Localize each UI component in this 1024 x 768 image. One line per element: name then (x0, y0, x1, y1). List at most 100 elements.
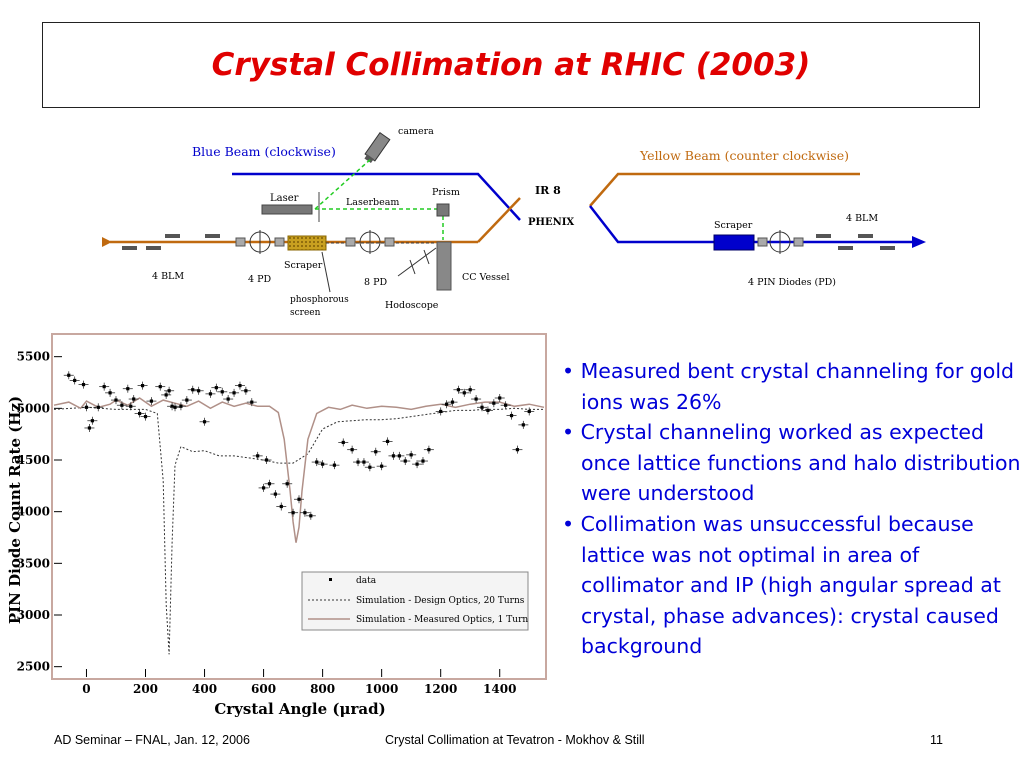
data-point (211, 383, 222, 392)
x-tick-label: 1400 (483, 682, 516, 696)
data-point (453, 385, 464, 394)
data-point (175, 402, 186, 411)
blm-right-group (816, 234, 895, 250)
x-tick-label: 800 (310, 682, 335, 696)
legend-design-label: Simulation - Design Optics, 20 Turns (356, 596, 525, 606)
data-point (500, 401, 511, 410)
bullet-3: • Collimation was unsuccessful because l… (562, 511, 1001, 659)
page-title: Crystal Collimation at RHIC (2003) (211, 47, 811, 83)
legend-data-marker (329, 578, 332, 581)
yellow-beam-label: Yellow Beam (counter clockwise) (639, 148, 849, 163)
data-point (282, 479, 293, 488)
data-point (81, 403, 92, 412)
data-point (370, 447, 381, 456)
footer-left: AD Seminar – FNAL, Jan. 12, 2006 (54, 733, 250, 747)
scraper-left-label: Scraper (284, 260, 323, 271)
data-point (518, 420, 529, 429)
data-point (338, 438, 349, 447)
bullet-list: • Measured bent crystal channeling for g… (562, 356, 1022, 662)
data-point (465, 385, 476, 394)
pd-8-icon (345, 230, 395, 254)
footer-page-number: 11 (930, 733, 943, 747)
channeling-chart: 2500 3000 3500 4000 4500 5000 5500 0 200 400 600 8… (6, 333, 547, 718)
x-tick-label: 1000 (365, 682, 398, 696)
data-point (512, 445, 523, 454)
data-point (187, 385, 198, 394)
data-point (146, 397, 157, 406)
y-tick-label: 5500 (17, 350, 50, 364)
y-tick-label: 5000 (17, 401, 50, 415)
data-point (435, 407, 446, 416)
blue-beam-arrow (912, 236, 926, 248)
phosphorous-pointer (321, 251, 331, 293)
footer-center: Crystal Collimation at Tevatron - Mokhov… (385, 733, 645, 747)
laserbeam-to-camera (314, 157, 373, 210)
data-point (229, 388, 240, 397)
bullet-2: • Crystal channeling worked as expected … (562, 420, 1021, 506)
legend-data-label: data (356, 576, 377, 586)
y-tick-label: 4500 (17, 453, 50, 467)
pd-left-icon (235, 230, 285, 254)
data-point (252, 451, 263, 460)
hodoscope-icon (397, 247, 437, 277)
data-point (488, 399, 499, 408)
y-tick-label: 3000 (17, 608, 50, 622)
data-point (240, 386, 251, 395)
data-point (294, 495, 304, 504)
data-point (69, 376, 80, 385)
data-point (181, 396, 192, 405)
data-point (276, 502, 287, 511)
prism-box (436, 203, 450, 217)
data-point (288, 508, 299, 517)
data-point (382, 437, 393, 446)
data-point (311, 458, 322, 467)
data-point (217, 387, 228, 396)
bullet-1: • Measured bent crystal channeling for g… (562, 359, 1015, 414)
data-point (400, 457, 411, 466)
data-point (199, 417, 210, 426)
data-point (270, 490, 281, 499)
data-point (155, 382, 166, 391)
data-point (524, 407, 535, 416)
chart-legend: data Simulation - Design Optics, 20 Turn… (301, 571, 529, 631)
data-point (116, 401, 127, 410)
blm-left-group (122, 234, 220, 250)
blue-beam-upper-line (232, 172, 521, 221)
x-tick-label: 200 (133, 682, 158, 696)
data-point (84, 423, 95, 432)
design-optics-line (53, 406, 544, 655)
x-axis-label: Crystal Angle (μrad) (214, 700, 385, 718)
x-tick-label: 600 (251, 682, 276, 696)
data-point (264, 479, 275, 488)
data-point (412, 460, 423, 469)
blue-beam-right-line (589, 205, 912, 244)
x-tick-label: 1200 (424, 682, 457, 696)
data-point (170, 403, 181, 412)
hodoscope-label: Hodoscope (385, 300, 439, 311)
data-point (299, 508, 310, 517)
data-point (246, 398, 257, 407)
beamline-diagram: Blue Beam (clockwise) Yellow Beam (count… (102, 126, 926, 318)
data-point (105, 388, 116, 397)
data-point (122, 384, 133, 393)
yellow-beam-lower-line (477, 197, 521, 243)
prism-label: Prism (432, 187, 460, 198)
data-point (93, 403, 104, 412)
data-point (164, 386, 175, 395)
pin-diode-icon (757, 230, 804, 254)
data-point (477, 403, 488, 412)
data-point (193, 386, 204, 395)
data-point (376, 462, 387, 471)
laser-label: Laser (270, 193, 299, 204)
y-tick-label: 3500 (17, 556, 50, 570)
data-point (358, 458, 369, 467)
data-point (305, 511, 316, 520)
cc-vessel (436, 241, 452, 291)
data-point (99, 382, 110, 391)
data-point (423, 445, 434, 454)
camera-label: camera (398, 126, 434, 137)
data-point (137, 381, 148, 390)
cc-vessel-label: CC Vessel (462, 272, 510, 283)
y-tick-label: 2500 (17, 660, 50, 674)
data-point (125, 402, 136, 411)
